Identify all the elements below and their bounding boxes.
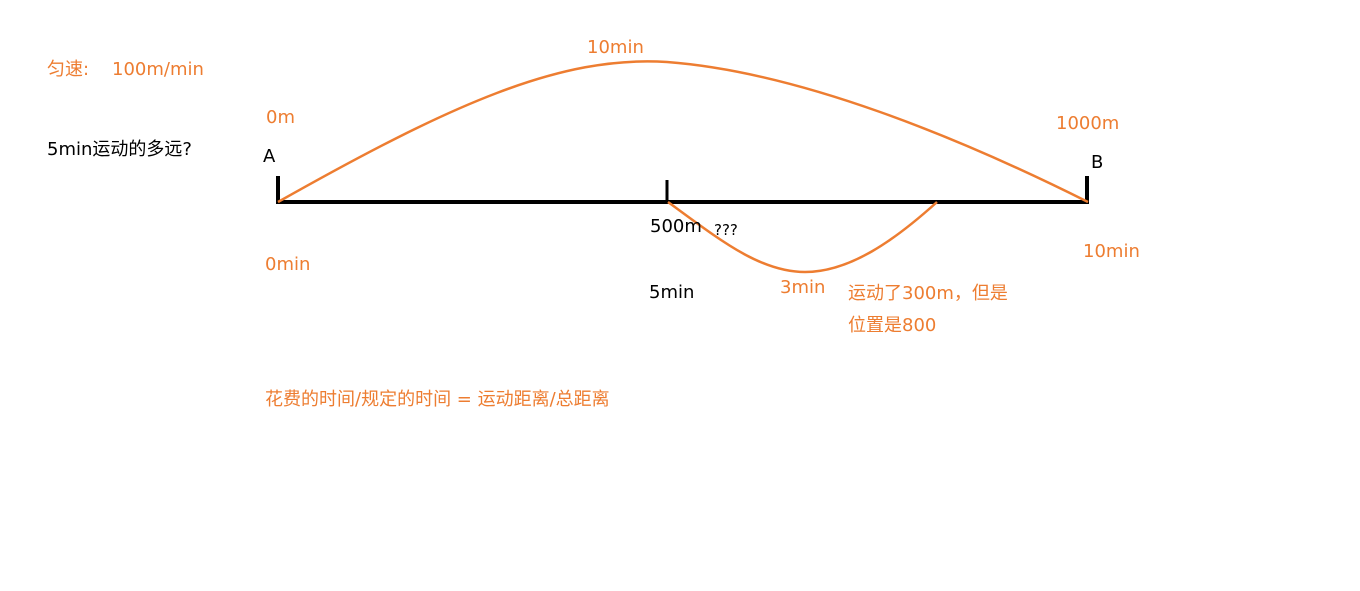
small-arc-time-label: 3min [780, 277, 826, 298]
point-b-label: B [1091, 152, 1104, 173]
formula-text: 花费的时间/规定的时间 = 运动距离/总距离 [265, 389, 610, 410]
full-trip-arc [277, 60, 1089, 204]
point-a-label: A [263, 146, 276, 167]
mid-distance-label: 500m [650, 216, 702, 237]
note-line-2: 位置是800 [848, 315, 937, 336]
start-time-label: 0min [265, 254, 311, 275]
end-time-label: 10min [1083, 241, 1140, 262]
arc-time-label: 10min [587, 37, 644, 58]
speed-label: 匀速: [47, 59, 90, 80]
end-distance-label: 1000m [1056, 113, 1120, 134]
mid-time-label: 5min [649, 282, 695, 303]
question-text: 5min运动的多远? [47, 139, 192, 160]
unknown-label: ??? [714, 221, 738, 239]
note-line-1: 运动了300m，但是 [848, 283, 1008, 304]
partial-trip-arc [667, 200, 938, 274]
start-distance-label: 0m [266, 107, 295, 128]
speed-value: 100m/min [112, 59, 204, 80]
